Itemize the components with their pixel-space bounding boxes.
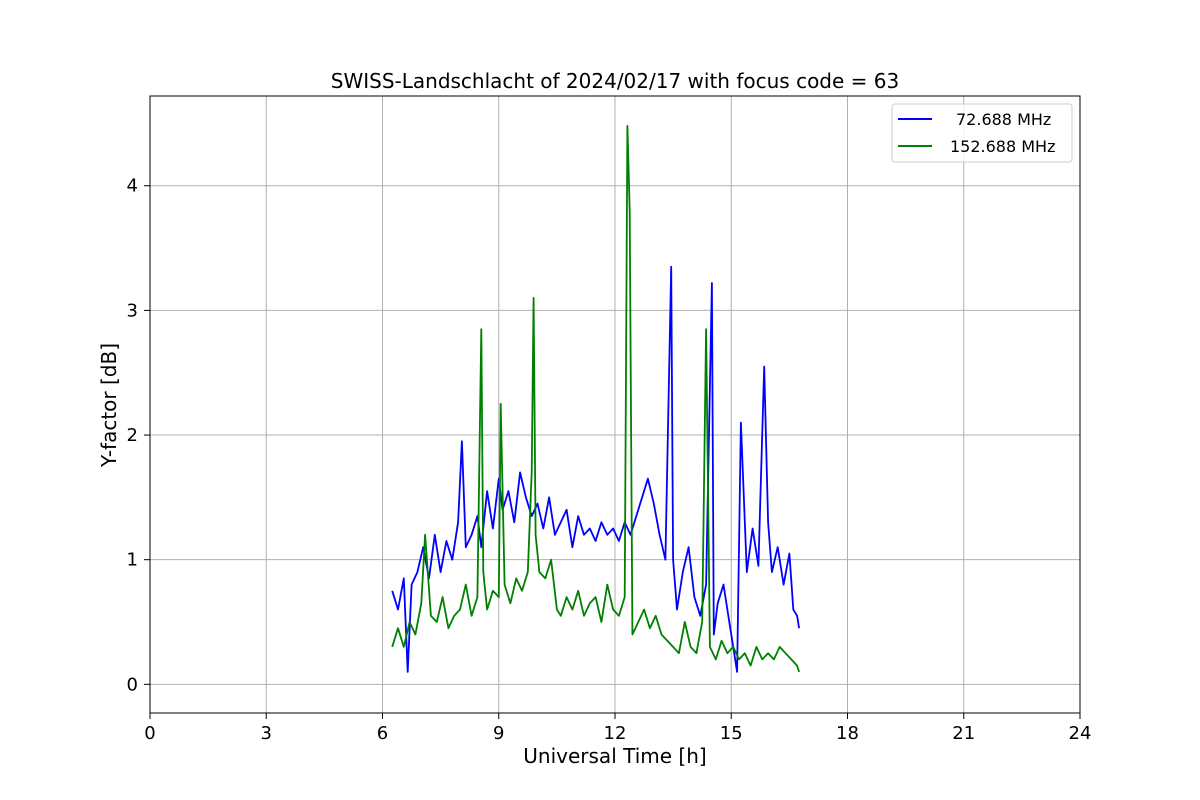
y-tick-label: 1 bbox=[127, 550, 138, 571]
series-lines bbox=[391, 125, 800, 673]
legend-box bbox=[891, 103, 1073, 163]
y-tick-label: 2 bbox=[127, 425, 138, 446]
x-tick-label: 6 bbox=[377, 723, 388, 744]
legend-label-152mhz: 152.688 MHz bbox=[950, 137, 1055, 156]
series-line-152mhz bbox=[391, 125, 800, 673]
x-axis-label: Universal Time [h] bbox=[523, 744, 706, 768]
x-tick-label: 24 bbox=[1069, 723, 1092, 744]
y-tick-label: 0 bbox=[127, 674, 138, 695]
chart-title: SWISS-Landschlacht of 2024/02/17 with fo… bbox=[331, 69, 899, 93]
x-tick-label: 15 bbox=[720, 723, 743, 744]
x-tick-label: 21 bbox=[952, 723, 975, 744]
legend: 72.688 MHz 152.688 MHz bbox=[891, 103, 1073, 163]
y-axis-label: Y-factor [dB] bbox=[97, 343, 121, 468]
series-line-72mhz bbox=[391, 265, 800, 673]
y-tick-label: 3 bbox=[127, 300, 138, 321]
x-tick-label: 12 bbox=[604, 723, 627, 744]
x-tick-label: 9 bbox=[493, 723, 504, 744]
y-tick-label: 4 bbox=[127, 176, 138, 197]
x-tick-label: 3 bbox=[261, 723, 272, 744]
x-tick-label: 0 bbox=[144, 723, 155, 744]
legend-label-72mhz: 72.688 MHz bbox=[956, 110, 1051, 129]
x-tick-label: 18 bbox=[836, 723, 859, 744]
